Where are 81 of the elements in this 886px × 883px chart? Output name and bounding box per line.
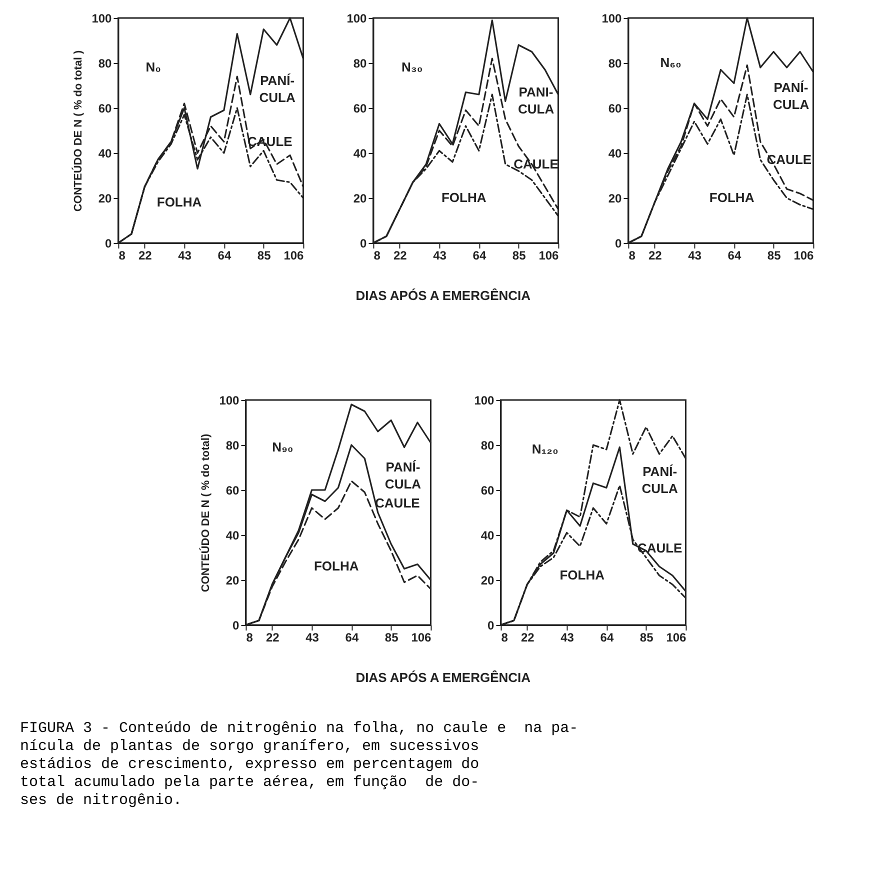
y-tick-label: 60 xyxy=(98,102,112,116)
x-tick-label: 43 xyxy=(560,630,574,644)
x-tick-label: 64 xyxy=(728,248,742,262)
x-tick-label: 85 xyxy=(384,630,399,644)
y-tick-label: 80 xyxy=(353,56,368,70)
x-tick-label: 43 xyxy=(433,248,447,262)
y-tick-label: 20 xyxy=(98,192,112,206)
x-tick-label: 22 xyxy=(520,630,535,644)
y-tick-label: 100 xyxy=(219,394,240,408)
x-tick-label: 85 xyxy=(512,248,526,262)
y-tick-label: 60 xyxy=(226,484,240,498)
y-tick-label: 0 xyxy=(488,618,495,632)
x-tick-label: 64 xyxy=(218,248,232,262)
annotation: FOLHA xyxy=(314,558,360,574)
annotation: N₁₂₀ xyxy=(532,442,558,456)
x-axis-title: DIAS APÓS A EMERGÊNCIA xyxy=(356,288,532,303)
y-tick-label: 20 xyxy=(608,192,622,206)
y-axis-title: CONTEÚDO DE N ( % do total) xyxy=(199,434,212,592)
y-tick-label: 0 xyxy=(105,236,112,250)
y-tick-label: 100 xyxy=(602,12,622,26)
annotation: PANÍ- CULA xyxy=(259,73,296,105)
y-tick-label: 40 xyxy=(480,528,495,542)
x-tick-label: 22 xyxy=(393,248,408,262)
y-tick-label: 100 xyxy=(92,12,112,26)
x-tick-label: 8 xyxy=(118,248,126,262)
y-tick-label: 60 xyxy=(608,102,622,116)
annotation: N₀ xyxy=(146,60,162,74)
y-tick-label: 40 xyxy=(226,528,240,542)
x-tick-label: 43 xyxy=(306,630,320,644)
y-tick-label: 40 xyxy=(98,146,112,160)
y-tick-label: 0 xyxy=(232,618,240,632)
annotation: PANI- CULA xyxy=(518,84,555,116)
x-tick-label: 64 xyxy=(600,630,614,644)
y-tick-label: 80 xyxy=(608,56,622,70)
x-tick-label: 22 xyxy=(138,248,152,262)
annotation: N₃₀ xyxy=(401,60,423,74)
y-axis-title: CONTEÚDO DE N ( % do total ) xyxy=(72,50,85,212)
text: FIGURA 3 - Conteúdo de nitrogênio na folha, no caule e na pa- nícula de plantas de sorgo granífero, em sucessivos estádios de crescimento, expresso em percentagem do total acumulado pela parte aérea, em função de do- ses de nitrogênio. xyxy=(20,720,580,810)
x-tick-label: 85 xyxy=(257,248,272,262)
annotation: FOLHA xyxy=(441,190,487,205)
x-tick-label: 43 xyxy=(688,248,702,262)
x-tick-label: 8 xyxy=(628,248,636,262)
annotation: CAULE xyxy=(514,156,559,172)
annotation: FOLHA xyxy=(560,568,606,582)
x-tick-label: 8 xyxy=(374,248,381,262)
x-tick-label: 106 xyxy=(666,630,687,644)
x-tick-label: 85 xyxy=(640,630,654,644)
x-tick-label: 43 xyxy=(178,248,192,262)
x-tick-label: 8 xyxy=(501,630,508,644)
x-tick-label: 106 xyxy=(538,248,560,262)
x-tick-label: 22 xyxy=(266,630,280,644)
y-tick-label: 40 xyxy=(608,146,622,160)
y-tick-label: 100 xyxy=(346,12,368,26)
annotation: N₆₀ xyxy=(660,55,682,70)
y-tick-label: 80 xyxy=(480,438,495,452)
y-tick-label: 80 xyxy=(98,56,112,70)
y-tick-label: 40 xyxy=(353,146,368,160)
y-tick-label: 0 xyxy=(360,236,368,250)
annotation: FOLHA xyxy=(709,190,755,205)
y-tick-label: 20 xyxy=(480,574,495,588)
annotation: N₉₀ xyxy=(272,439,294,454)
annotation: FOLHA xyxy=(156,194,202,210)
y-tick-label: 20 xyxy=(353,192,368,206)
x-tick-label: 64 xyxy=(472,248,486,262)
x-tick-label: 85 xyxy=(767,248,782,262)
x-tick-label: 106 xyxy=(284,248,304,262)
x-tick-label: 22 xyxy=(648,248,662,262)
y-tick-label: 100 xyxy=(474,394,495,408)
y-tick-label: 60 xyxy=(353,102,368,116)
x-axis-title: DIAS APÓS A EMERGÊNCIA xyxy=(356,670,532,685)
y-tick-label: 20 xyxy=(226,574,240,588)
annotation: PANÍ- CULA xyxy=(642,464,678,496)
x-tick-label: 64 xyxy=(345,630,359,644)
y-tick-label: 80 xyxy=(226,438,240,452)
annotation: PANÍ- CULA xyxy=(772,80,810,112)
y-tick-label: 0 xyxy=(615,236,622,250)
x-tick-label: 106 xyxy=(411,630,432,644)
y-tick-label: 60 xyxy=(480,484,495,498)
annotation: PANÍ- CULA xyxy=(384,460,422,492)
x-tick-label: 106 xyxy=(794,248,814,262)
x-tick-label: 8 xyxy=(246,630,254,644)
